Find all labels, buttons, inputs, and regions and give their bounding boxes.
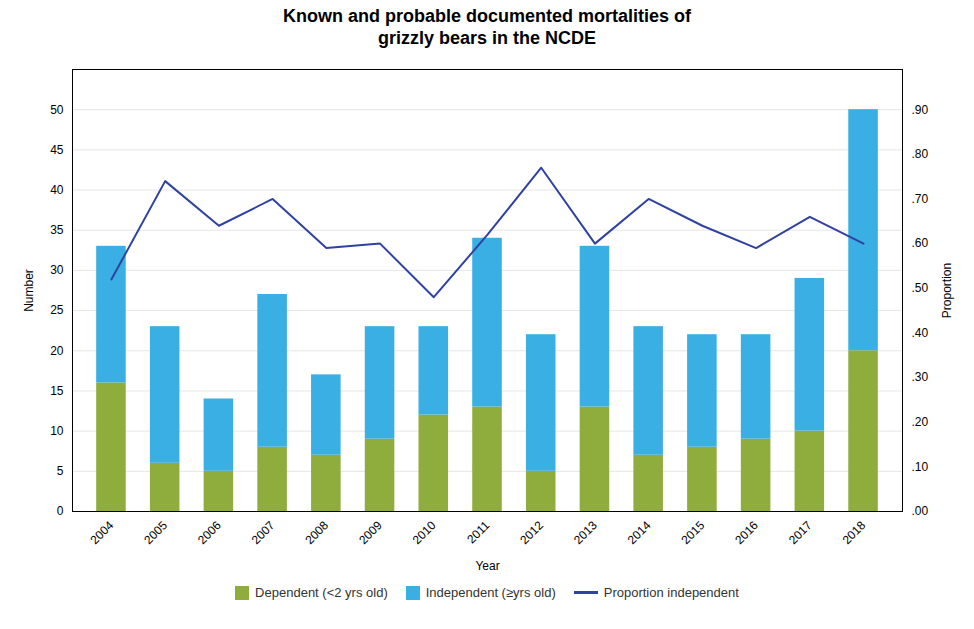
html-text:Known and probable documented: Known and probable documented mortalitie… [283, 6, 691, 48]
svg-text:.30: .30 [912, 371, 929, 385]
svg-text:20: 20 [50, 344, 64, 358]
svg-text:.80: .80 [912, 147, 929, 161]
svg-text:Number: Number [22, 269, 36, 312]
svg-text:5: 5 [57, 464, 64, 478]
svg-text:2012: 2012 [517, 518, 546, 547]
svg-text:2010: 2010 [410, 518, 439, 547]
svg-text:0: 0 [57, 505, 64, 519]
svg-text:40: 40 [50, 183, 64, 197]
svg-text:45: 45 [50, 143, 64, 157]
svg-text:2008: 2008 [302, 518, 331, 547]
svg-text:2009: 2009 [356, 518, 385, 547]
svg-text:.00: .00 [912, 505, 929, 519]
svg-text:.70: .70 [912, 192, 929, 206]
svg-text:.10: .10 [912, 460, 929, 474]
svg-text:.20: .20 [912, 415, 929, 429]
svg-text:.50: .50 [912, 281, 929, 295]
svg-text:2005: 2005 [141, 518, 170, 547]
svg-text:2014: 2014 [625, 518, 654, 547]
svg-text:.40: .40 [912, 326, 929, 340]
svg-text:30: 30 [50, 263, 64, 277]
svg-text:35: 35 [50, 223, 64, 237]
svg-text:15: 15 [50, 384, 64, 398]
svg-text:2013: 2013 [571, 518, 600, 547]
svg-text:50: 50 [50, 103, 64, 117]
svg-text:.60: .60 [912, 237, 929, 251]
svg-text:2011: 2011 [464, 518, 492, 546]
svg-text:.90: .90 [912, 103, 929, 117]
svg-text:10: 10 [50, 424, 64, 438]
svg-text:Proportion: Proportion [940, 263, 954, 318]
html-text:Proportion independent: Proportion independent [603, 585, 739, 601]
svg-text:2017: 2017 [786, 518, 815, 547]
html-text:Independent (≥yrs old): Independent (≥yrs old) [425, 585, 556, 601]
svg-text:2006: 2006 [195, 518, 224, 547]
html-text:Dependent (<2 yrs old): Dependent (<2 yrs old) [255, 585, 388, 601]
svg-text:2015: 2015 [678, 518, 707, 547]
svg-text:2004: 2004 [88, 518, 117, 547]
svg-text:2018: 2018 [840, 518, 869, 547]
svg-text:2016: 2016 [732, 518, 761, 547]
svg-text:Year: Year [475, 559, 499, 573]
svg-text:2007: 2007 [249, 518, 278, 547]
svg-text:25: 25 [50, 304, 64, 318]
